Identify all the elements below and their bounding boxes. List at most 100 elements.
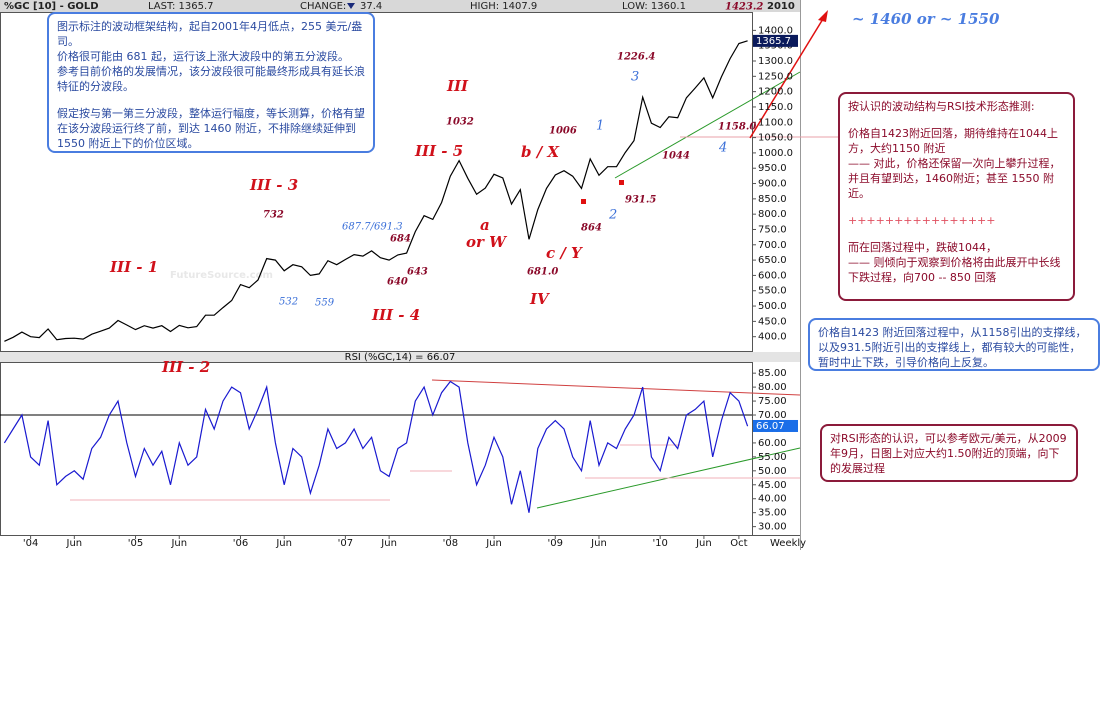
y-tick-label: 1400.0 (758, 25, 793, 36)
annotation: 1158.0 (718, 122, 756, 133)
x-tick-label: Jun (695, 538, 712, 549)
annotation: or W (466, 233, 508, 251)
annotation: 732 (263, 210, 284, 221)
last-value-label: 66.07 (756, 421, 785, 432)
symbol: %GC [10] - GOLD (4, 1, 99, 12)
note-box: 按认识的波动结构与RSI技术形态推测: 价格自1423附近回落，期待维持在104… (838, 92, 1075, 301)
annotation: b / X (521, 143, 560, 161)
x-tick-label: Jun (66, 538, 83, 549)
annotation: 864 (581, 223, 602, 234)
last-value-label: 1365.7 (756, 36, 791, 47)
price-line (4, 40, 748, 342)
y-tick-label: 1100.0 (758, 117, 793, 128)
y-tick-label: 85.00 (758, 368, 787, 379)
note-text: 假定按与第一第三分波段，整体运行幅度，等长测算，价格有望在该分波段运行终了前，到… (57, 107, 365, 150)
y-tick-label: 60.00 (758, 438, 787, 449)
annotation: III - 4 (371, 306, 420, 324)
y-tick-label: 950.0 (758, 163, 787, 174)
note-box: 图示标注的波动框架结构，起自2001年4月低点，255 美元/盎司。 价格很可能… (47, 12, 375, 153)
y-tick-label: 1050.0 (758, 133, 793, 144)
note-text: 价格自1423 附近回落过程中，从1158引出的支撑线，以及931.5附近引出的… (818, 326, 1087, 369)
watermark: FutureSource.com (170, 270, 273, 281)
annotation: 532 (279, 297, 298, 308)
annotation: 559 (315, 298, 335, 309)
note-text: 参考目前价格的发展情况，该分波段很可能最终形成具有延长浪特征的分波段。 (57, 65, 365, 93)
x-axis-label: Weekly (770, 538, 806, 549)
y-tick-label: 450.0 (758, 316, 787, 327)
y-tick-label: 600.0 (758, 270, 787, 281)
change: CHANGE: (300, 1, 346, 12)
annotation: 4 (718, 141, 727, 156)
y-tick-label: 1300.0 (758, 56, 793, 67)
note-text: ++++++++++++++++ (848, 214, 996, 227)
annotation: 1044 (662, 151, 690, 162)
year: 2010 (767, 1, 795, 12)
x-tick-label: '10 (652, 538, 667, 549)
annotation: 3 (631, 70, 639, 85)
x-tick-label: Jun (485, 538, 502, 549)
x-tick-label: Jun (275, 538, 292, 549)
x-tick-label: Jun (170, 538, 187, 549)
note-text: 对RSI形态的认识，可以参考欧元/美元，从2009年9月，日图上对应大约1.50… (830, 432, 1067, 475)
x-tick-label: '08 (443, 538, 458, 549)
y-tick-label: 850.0 (758, 194, 787, 205)
y-tick-label: 700.0 (758, 240, 787, 251)
annotation: c / Y (546, 244, 583, 262)
y-tick-label: 900.0 (758, 179, 787, 190)
x-tick-label: '07 (338, 538, 353, 549)
annotation: 640 (387, 277, 408, 288)
y-tick-label: 1000.0 (758, 148, 793, 159)
pivot-marker (619, 180, 624, 185)
rsi-trend-line (431, 379, 801, 396)
rsi-title: RSI (%GC,14) = 66.07 (345, 352, 456, 363)
y-tick-label: 500.0 (758, 301, 787, 312)
annotation: III - 2 (161, 358, 210, 376)
arrow-head (818, 10, 828, 22)
annotation: 643 (407, 267, 428, 278)
y-tick-label: 40.00 (758, 494, 787, 505)
y-tick-label: 70.00 (758, 410, 787, 421)
note-box: 价格自1423 附近回落过程中，从1158引出的支撑线，以及931.5附近引出的… (808, 318, 1100, 371)
y-tick-label: 30.00 (758, 522, 787, 533)
last-value-box (753, 419, 798, 432)
note-text: 图示标注的波动框架结构，起自2001年4月低点，255 美元/盎司。 (57, 20, 363, 48)
note-text: 按认识的波动结构与RSI技术形态推测: (848, 100, 1035, 113)
y-tick-label: 1200.0 (758, 87, 793, 98)
x-tick-label: Oct (730, 538, 747, 549)
annotation: 1 (596, 119, 604, 134)
x-tick-label: '09 (548, 538, 563, 549)
annotation: 1032 (446, 117, 474, 128)
rsi-title-bar (0, 352, 800, 362)
annotation: ~ 1460 or ~ 1550 (852, 10, 1000, 28)
support-line (614, 71, 801, 179)
x-tick-label: '04 (23, 538, 38, 549)
y-tick-label: 55.00 (758, 452, 787, 463)
annotation: 687.7/691.3 (342, 222, 403, 233)
y-tick-label: 75.00 (758, 396, 787, 407)
note-text: 价格自1423附近回落，期待维持在1044上方，大约1150 附近 (848, 127, 1058, 155)
note-text: —— 对此，价格还保留一次向上攀升过程，并且有望到达，1460附近；甚至 155… (848, 157, 1061, 200)
rsi-panel (0, 362, 753, 536)
annotation: 2 (608, 208, 617, 223)
header-bar (0, 0, 800, 12)
x-tick-label: Jun (590, 538, 607, 549)
annotation: III - 1 (109, 258, 158, 276)
annotation: III - 5 (414, 142, 463, 160)
pivot-marker (581, 199, 586, 204)
annotation: 684 (390, 234, 411, 245)
annotation: 931.5 (625, 195, 656, 206)
y-tick-label: 400.0 (758, 332, 787, 343)
note-box: 对RSI形态的认识，可以参考欧元/美元，从2009年9月，日图上对应大约1.50… (820, 424, 1078, 482)
note-text: 而在回落过程中，跌破1044， (848, 241, 997, 254)
note-text: —— 则倾向于观察到价格将由此展开中长线下跌过程，向700 -- 850 回落 (848, 256, 1061, 284)
y-tick-label: 750.0 (758, 224, 787, 235)
y-tick-label: 35.00 (758, 508, 787, 519)
y-tick-label: 550.0 (758, 286, 787, 297)
down-triangle (347, 3, 355, 9)
change-value: 37.4 (360, 1, 382, 12)
y-tick-label: 45.00 (758, 480, 787, 491)
annotation: 1226.4 (617, 52, 655, 63)
annotation: III - 3 (249, 176, 298, 194)
